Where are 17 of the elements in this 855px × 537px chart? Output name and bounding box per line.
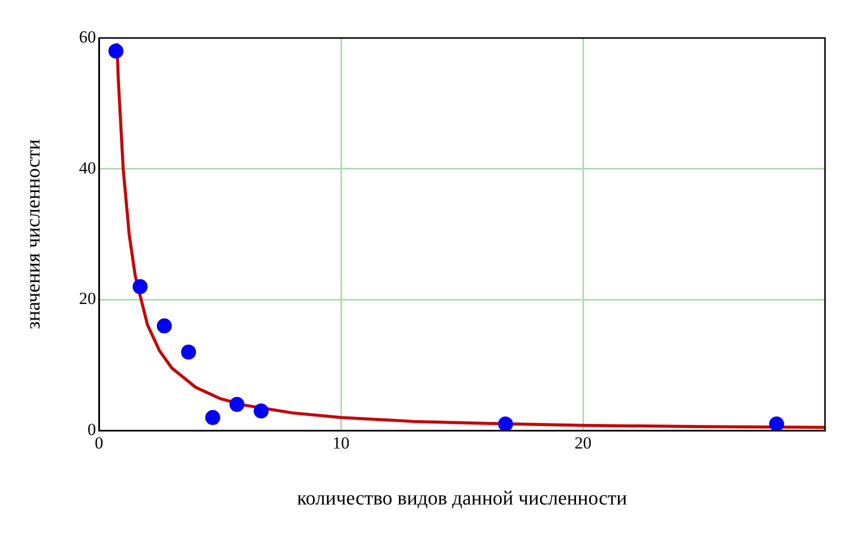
- y-tick-label: 60: [79, 27, 96, 46]
- y-tick-label: 40: [79, 158, 96, 178]
- point: [254, 403, 269, 418]
- y-tick-label: 20: [79, 289, 96, 308]
- point: [769, 416, 784, 431]
- point: [181, 344, 196, 360]
- point: [229, 396, 244, 412]
- point: [498, 416, 514, 431]
- y-axis-title: значения численности: [22, 139, 44, 330]
- x-axis-title: количество видов данной численности: [296, 487, 628, 510]
- point: [156, 318, 172, 334]
- x-tick-label: 20: [574, 433, 592, 452]
- point: [108, 44, 124, 59]
- point: [205, 410, 220, 426]
- point: [132, 279, 148, 294]
- y-tick-label: 0: [88, 420, 96, 440]
- x-tick-label: 10: [332, 433, 350, 452]
